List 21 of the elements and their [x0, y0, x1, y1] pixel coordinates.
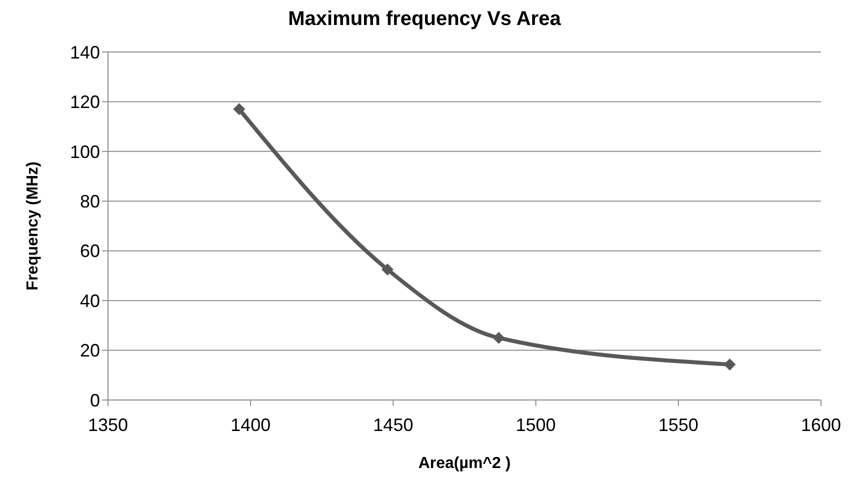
y-tick-label: 100	[70, 142, 100, 162]
y-tick-label: 0	[90, 390, 100, 410]
x-tick-label: 1550	[658, 414, 698, 435]
chart-title: Maximum frequency Vs Area	[287, 8, 562, 32]
y-tick-label: 20	[80, 340, 100, 361]
x-tick-label: 1600	[800, 414, 842, 435]
x-tick-label: 1450	[373, 414, 414, 435]
y-tick-label: 60	[80, 241, 100, 262]
x-tick-label: 1350	[88, 414, 128, 435]
y-tick-label: 120	[70, 92, 100, 112]
y-tick-label: 40	[80, 290, 100, 311]
x-tick-label: 1500	[516, 414, 556, 435]
y-tick-label: 140	[70, 42, 100, 62]
point	[233, 103, 246, 116]
y-tick-label: 80	[80, 192, 100, 212]
x-axis-title: Area(µm^2 )	[418, 455, 511, 472]
point	[492, 332, 505, 344]
point	[381, 264, 394, 276]
x-tick-label: 1400	[230, 414, 271, 435]
point	[724, 358, 736, 370]
y-axis-title: Frequency (MHz)	[24, 162, 42, 290]
